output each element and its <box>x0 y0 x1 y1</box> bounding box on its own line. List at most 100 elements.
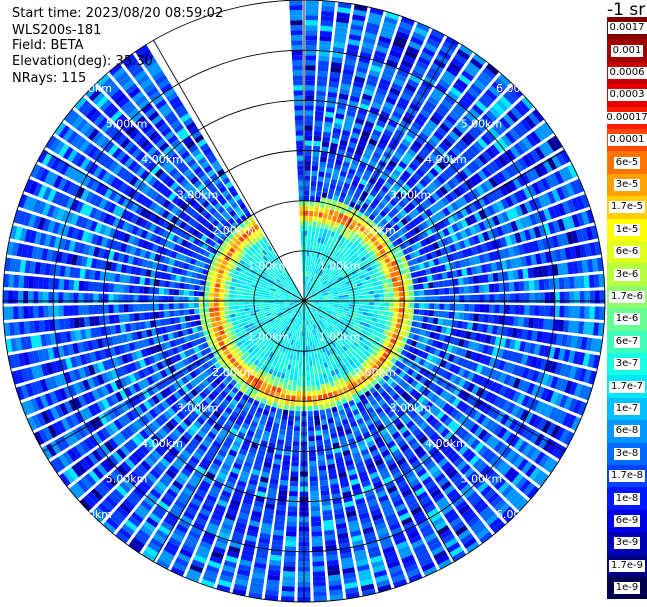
radar-gate <box>312 257 316 263</box>
radar-gate <box>361 202 369 210</box>
radar-gate <box>444 168 454 178</box>
radar-gate <box>489 106 501 119</box>
radar-gate <box>409 265 416 273</box>
radar-gate <box>277 382 283 389</box>
radar-gate <box>398 291 405 297</box>
radar-gate <box>376 244 384 251</box>
radar-gate <box>320 414 327 421</box>
radar-gate <box>333 41 346 49</box>
radar-gate <box>320 363 325 369</box>
radar-gate <box>319 358 323 365</box>
radar-gate <box>574 306 580 319</box>
radar-gate <box>322 429 329 436</box>
radar-gate <box>350 24 364 32</box>
radar-gate <box>379 30 394 40</box>
radar-gate <box>367 287 374 291</box>
radar-gate <box>385 273 392 279</box>
radar-gate <box>427 195 437 205</box>
radar-gate <box>425 218 434 227</box>
radar-gate <box>391 277 398 283</box>
radar-gate <box>442 118 454 130</box>
radar-gate <box>520 172 531 185</box>
radar-gate <box>366 22 380 31</box>
radar-gate <box>519 293 525 303</box>
radar-gate <box>318 276 323 281</box>
radar-gate <box>321 419 328 426</box>
radar-gate <box>333 292 339 295</box>
radar-gate <box>287 506 298 512</box>
radar-gate <box>338 212 344 219</box>
radar-gate <box>328 209 335 216</box>
radar-gate <box>498 282 505 292</box>
radar-gate <box>314 299 319 301</box>
radar-gate <box>482 207 492 218</box>
radar-gate <box>312 292 317 296</box>
radar-gate <box>512 177 522 190</box>
radar-gate <box>482 113 494 126</box>
radar-gate <box>418 192 427 201</box>
radar-gate <box>471 124 483 136</box>
radar-gate <box>499 293 505 303</box>
radar-gate <box>443 182 453 193</box>
radar-gate <box>296 396 301 402</box>
radar-gate <box>336 16 350 24</box>
radar-gate <box>305 95 315 101</box>
radar-gate <box>307 287 311 292</box>
radar-gate <box>363 186 372 194</box>
radar-gate <box>294 370 298 376</box>
radar-gate <box>294 345 298 351</box>
radar-gate <box>493 315 500 324</box>
radar-gate <box>416 256 424 264</box>
radar-gate <box>480 182 490 193</box>
radar-gate <box>332 277 338 282</box>
radar-gate <box>230 317 237 322</box>
radar-gate <box>312 226 316 232</box>
radar-gate <box>340 83 351 91</box>
radar-gate <box>398 286 404 292</box>
radar-gate <box>305 331 307 337</box>
radar-gate <box>340 282 346 287</box>
radar-gate <box>473 255 481 265</box>
radar-gate <box>542 122 554 136</box>
radar-gate <box>396 191 405 200</box>
radar-gate <box>394 270 401 277</box>
radar-gate <box>326 288 332 292</box>
radar-gate <box>462 166 473 177</box>
radar-gate <box>465 178 475 189</box>
radar-gate <box>514 232 522 244</box>
radar-gate <box>372 129 382 137</box>
radar-gate <box>321 424 329 431</box>
radar-gate <box>330 204 336 211</box>
radar-gate <box>364 198 372 206</box>
radar-gate <box>552 264 559 276</box>
radar-gate <box>370 155 380 164</box>
radar-gate <box>306 260 309 267</box>
radar-gate <box>334 31 347 39</box>
radar-gate <box>350 259 356 265</box>
radar-gate <box>590 225 599 240</box>
radar-gate <box>452 252 459 261</box>
radar-gate <box>462 151 473 162</box>
radar-gate <box>456 48 471 61</box>
radar-gate <box>489 304 495 313</box>
radar-gate <box>317 65 329 72</box>
radar-gate <box>413 264 421 271</box>
radar-gate <box>370 236 377 243</box>
radar-gate <box>439 122 451 133</box>
radar-gate <box>582 259 589 273</box>
radar-gate <box>322 213 328 219</box>
radar-gate <box>234 309 240 313</box>
radar-gate <box>385 96 397 106</box>
radar-gate <box>375 164 385 172</box>
radar-gate <box>327 229 332 236</box>
radar-gate <box>348 304 354 307</box>
radar-gate <box>396 237 404 245</box>
radar-gate <box>495 120 507 133</box>
radar-gate <box>420 239 428 247</box>
radar-gate <box>352 226 359 234</box>
radar-gate <box>549 173 560 187</box>
radar-gate <box>383 101 395 110</box>
radar-gate <box>354 296 360 299</box>
radar-gate <box>298 340 301 346</box>
radar-gate <box>598 273 605 288</box>
